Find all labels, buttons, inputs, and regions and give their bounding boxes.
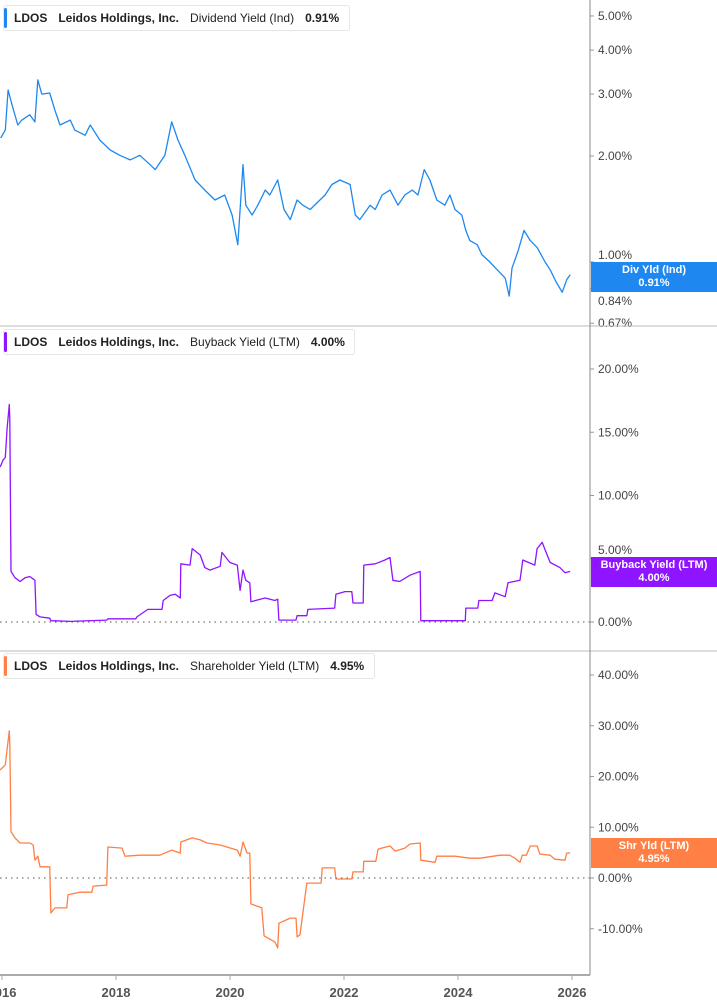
y-tick-label: 30.00% bbox=[598, 719, 639, 733]
legend-ticker: LDOS bbox=[14, 659, 48, 673]
series-line bbox=[0, 730, 571, 949]
y-tick-label: 10.00% bbox=[598, 820, 639, 834]
legend-value: 0.91% bbox=[305, 11, 340, 25]
y-tick-label: 5.00% bbox=[598, 543, 632, 557]
badge-value: 0.91% bbox=[638, 277, 670, 289]
badge-label: Div Yld (Ind) bbox=[622, 264, 686, 276]
legend-value: 4.95% bbox=[330, 659, 365, 673]
y-tick-label: 3.00% bbox=[598, 87, 632, 101]
y-tick-label: 1.00% bbox=[598, 248, 632, 262]
badge-value: 4.00% bbox=[638, 572, 670, 584]
legend-color-bar bbox=[4, 8, 7, 28]
badge-buyback: Buyback Yield (LTM) 4.00% bbox=[591, 557, 717, 587]
x-tick-label: 2026 bbox=[558, 985, 587, 1000]
legend-ticker: LDOS bbox=[14, 11, 48, 25]
y-tick-label: 10.00% bbox=[598, 489, 639, 503]
badge-label: Buyback Yield (LTM) bbox=[600, 559, 708, 571]
legend-metric: Shareholder Yield (LTM) bbox=[190, 659, 320, 673]
x-tick-label: 2016 bbox=[0, 985, 16, 1000]
y-tick-label: 0.00% bbox=[598, 615, 632, 629]
x-tick-label: 2020 bbox=[216, 985, 245, 1000]
badge-dividend: Div Yld (Ind) 0.91% bbox=[591, 262, 717, 292]
legend-value: 4.00% bbox=[310, 335, 345, 349]
y-tick-label: 0.00% bbox=[598, 871, 632, 885]
legend-shareholder: LDOS Leidos Holdings, Inc. Shareholder Y… bbox=[3, 653, 375, 679]
x-tick-label: 2024 bbox=[444, 985, 474, 1000]
legend-buyback: LDOS Leidos Holdings, Inc. Buyback Yield… bbox=[3, 329, 355, 355]
y-tick-label: 20.00% bbox=[598, 362, 639, 376]
y-tick-label: 0.84% bbox=[598, 294, 632, 308]
y-tick-label: 40.00% bbox=[598, 668, 639, 682]
series-line bbox=[0, 79, 571, 297]
badge-value: 4.95% bbox=[638, 853, 670, 865]
y-tick-label: 20.00% bbox=[598, 770, 639, 784]
legend-color-bar bbox=[4, 332, 7, 352]
legend-dividend: LDOS Leidos Holdings, Inc. Dividend Yiel… bbox=[3, 5, 350, 31]
x-tick-label: 2018 bbox=[102, 985, 131, 1000]
y-tick-label: 2.00% bbox=[598, 149, 632, 163]
badge-shareholder: Shr Yld (LTM) 4.95% bbox=[591, 838, 717, 868]
y-tick-label: 15.00% bbox=[598, 425, 639, 439]
legend-company: Leidos Holdings, Inc. bbox=[58, 335, 180, 349]
y-tick-label: 4.00% bbox=[598, 43, 632, 57]
legend-company: Leidos Holdings, Inc. bbox=[58, 659, 180, 673]
series-line bbox=[0, 403, 571, 623]
legend-metric: Dividend Yield (Ind) bbox=[190, 11, 295, 25]
y-tick-label: -10.00% bbox=[598, 922, 643, 936]
badge-label: Shr Yld (LTM) bbox=[618, 840, 690, 852]
y-tick-label: 5.00% bbox=[598, 9, 632, 23]
legend-ticker: LDOS bbox=[14, 335, 48, 349]
legend-metric: Buyback Yield (LTM) bbox=[190, 335, 300, 349]
x-tick-label: 2022 bbox=[330, 985, 359, 1000]
legend-company: Leidos Holdings, Inc. bbox=[58, 11, 180, 25]
y-tick-label: 0.67% bbox=[598, 316, 632, 330]
legend-color-bar bbox=[4, 656, 7, 676]
